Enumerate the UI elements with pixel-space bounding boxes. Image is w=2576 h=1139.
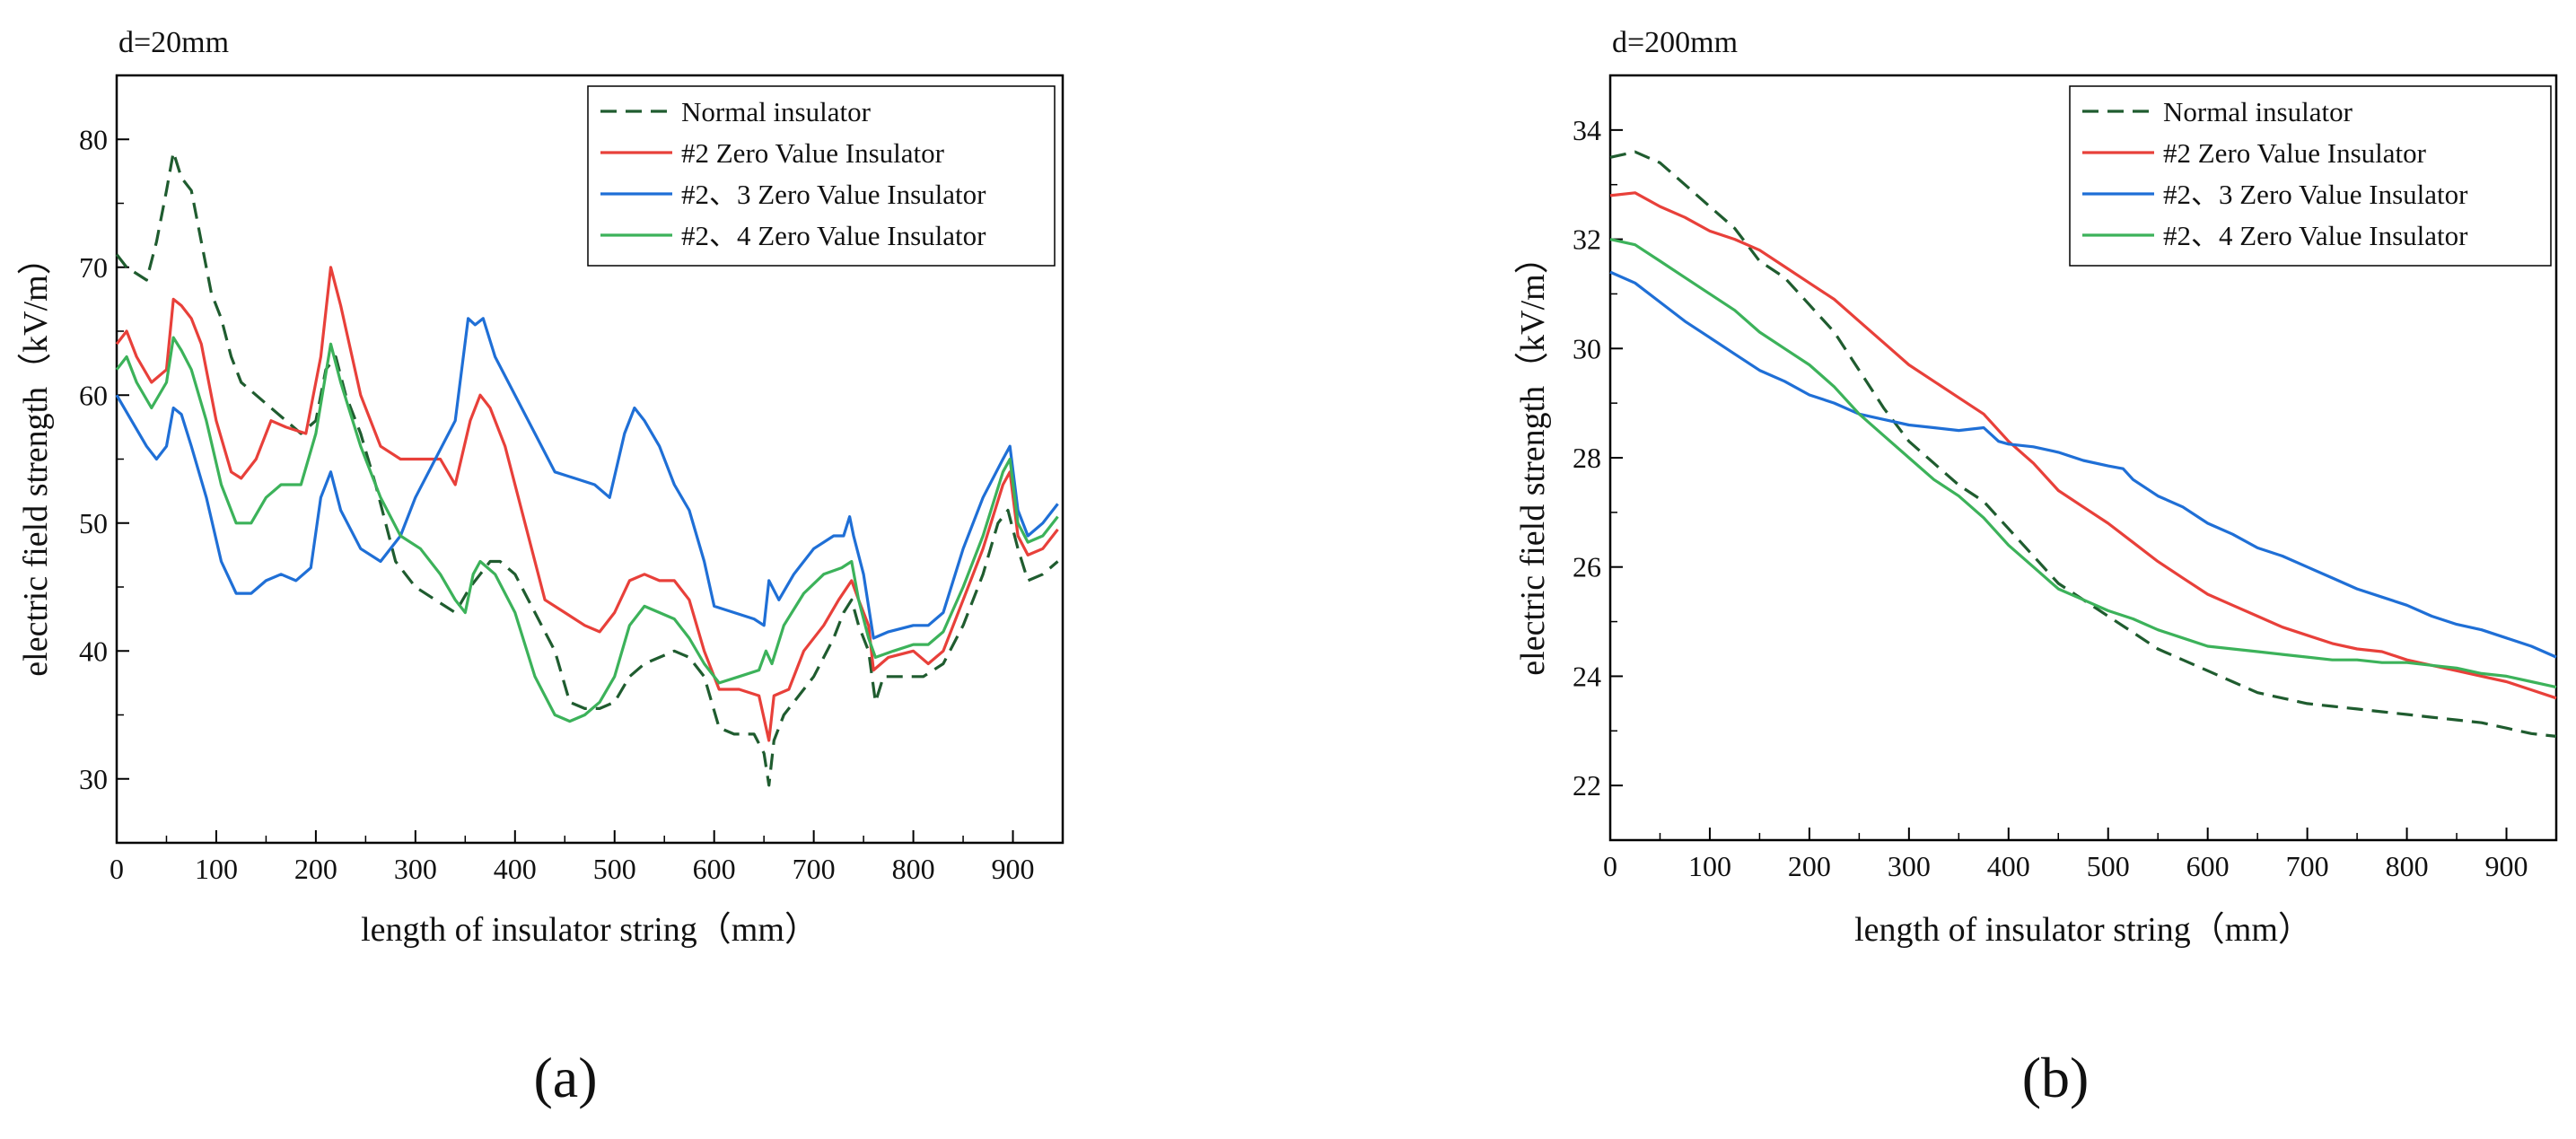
y-tick-label: 24 xyxy=(1573,660,1601,692)
x-tick-label: 800 xyxy=(2386,850,2429,882)
corner-label-b: d=200mm xyxy=(1612,26,1738,59)
x-tick-label: 700 xyxy=(793,853,836,885)
legend-entry: Normal insulator xyxy=(2163,96,2353,127)
x-axis-label-a: length of insulator string（mm） xyxy=(361,911,819,949)
x-tick-label: 900 xyxy=(2485,850,2528,882)
tick-layer-a: 0 100 200 300 400 500 600 700 800 900 30 40 50 60 70 80 xyxy=(79,74,1064,885)
tick-layer-b: 0 100 200 300 400 500 600 700 800 900 22 24 26 28 30 32… xyxy=(1573,74,2557,882)
series-layer-a xyxy=(115,150,1059,787)
x-axis-label-b: length of insulator string（mm） xyxy=(1854,911,2312,949)
x-tick-label: 200 xyxy=(1788,850,1831,882)
series-line-3 xyxy=(115,317,1059,640)
y-tick-label: 28 xyxy=(1573,442,1601,474)
x-tick-label: 400 xyxy=(1987,850,2030,882)
series-line-4 xyxy=(115,336,1059,723)
y-axis-label-a: electric field strength（kV/m） xyxy=(17,241,55,676)
legend-entry: #2、4 Zero Value Insulator xyxy=(681,220,986,251)
x-tick-label: 300 xyxy=(394,853,437,885)
y-tick-label: 22 xyxy=(1573,769,1601,802)
x-tick-label: 200 xyxy=(294,853,337,885)
x-tick-label: 100 xyxy=(195,853,238,885)
panel-tag-b: (b) xyxy=(2022,1046,2090,1109)
series-line-3 xyxy=(1609,270,2557,659)
series-line-2 xyxy=(1609,191,2557,700)
x-tick-label: 700 xyxy=(2286,850,2329,882)
y-tick-label: 34 xyxy=(1573,114,1601,146)
x-tick-label: 100 xyxy=(1688,850,1731,882)
y-tick-label: 32 xyxy=(1573,223,1601,256)
series-line-4 xyxy=(1609,238,2557,689)
x-tick-label: 300 xyxy=(1888,850,1931,882)
chart-panel-b: d=200mm 0 100 200 300 400 500 600 700 800 900 22 24… xyxy=(1514,26,2558,1109)
x-tick-label: 0 xyxy=(1603,850,1617,882)
legend-a: Normal insulator #2 Zero Value Insulator #… xyxy=(587,85,1056,267)
x-tick-label: 0 xyxy=(110,853,124,885)
series-line-1 xyxy=(115,150,1059,787)
y-tick-label: 26 xyxy=(1573,551,1601,583)
y-tick-label: 70 xyxy=(79,251,108,284)
x-tick-label: 500 xyxy=(593,853,636,885)
legend-entry: Normal insulator xyxy=(681,96,872,127)
legend-entry: #2、4 Zero Value Insulator xyxy=(2163,220,2468,251)
panel-tag-a: (a) xyxy=(533,1046,597,1109)
y-tick-label: 60 xyxy=(79,379,108,411)
legend-entry: #2、3 Zero Value Insulator xyxy=(2163,179,2468,210)
y-axis-label-b: electric field strength（kV/m） xyxy=(1514,240,1552,675)
y-tick-label: 50 xyxy=(79,507,108,539)
x-tick-label: 500 xyxy=(2087,850,2130,882)
x-tick-label: 900 xyxy=(992,853,1035,885)
legend-b: Normal insulator #2 Zero Value Insulator #… xyxy=(2069,85,2552,267)
legend-entry: #2 Zero Value Insulator xyxy=(2163,137,2427,169)
chart-panel-a: d=20mm 0 100 200 300 400 500 600 700 800 900 30 40 5… xyxy=(17,26,1065,1109)
y-tick-label: 30 xyxy=(79,763,108,795)
legend-entry: #2、3 Zero Value Insulator xyxy=(681,179,986,210)
legend-entry: #2 Zero Value Insulator xyxy=(681,137,945,169)
y-tick-label: 30 xyxy=(1573,332,1601,364)
x-tick-label: 800 xyxy=(892,853,935,885)
series-line-2 xyxy=(115,266,1059,742)
x-tick-label: 600 xyxy=(693,853,736,885)
corner-label-a: d=20mm xyxy=(118,26,229,59)
x-tick-label: 400 xyxy=(494,853,537,885)
series-layer-b xyxy=(1609,150,2557,738)
x-tick-label: 600 xyxy=(2186,850,2230,882)
y-tick-label: 40 xyxy=(79,635,108,667)
y-tick-label: 80 xyxy=(79,123,108,155)
